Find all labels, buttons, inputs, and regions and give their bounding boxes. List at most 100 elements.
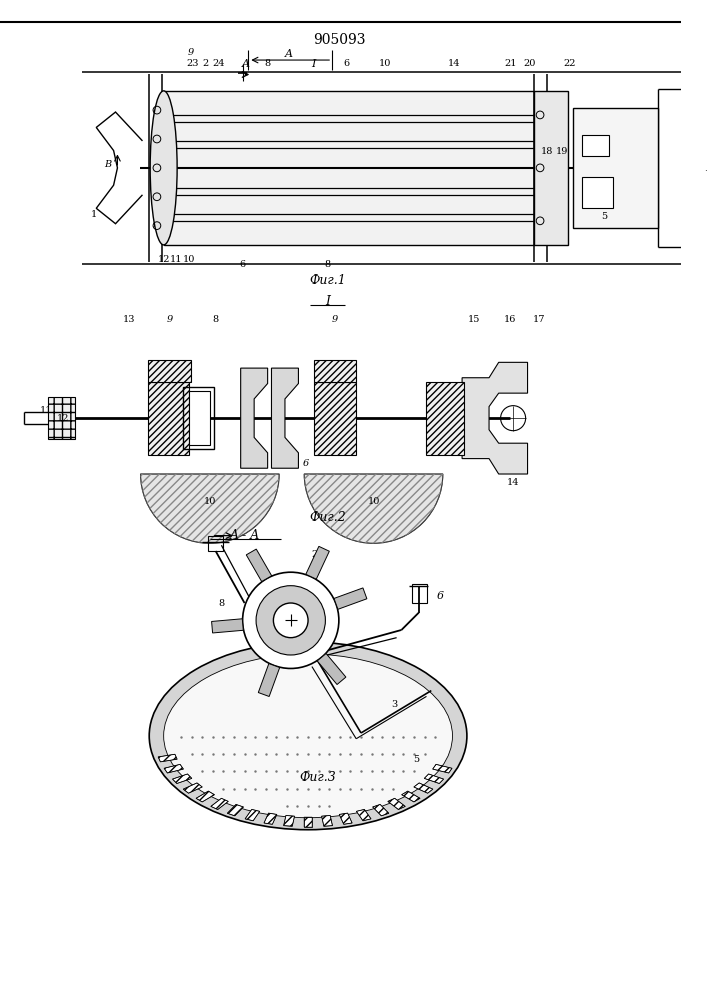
Polygon shape <box>211 619 243 633</box>
Text: 15: 15 <box>467 315 480 324</box>
Polygon shape <box>462 362 527 474</box>
Polygon shape <box>424 774 443 784</box>
Text: 10: 10 <box>182 255 195 264</box>
Text: 23: 23 <box>186 59 199 68</box>
Polygon shape <box>414 783 433 793</box>
Text: 8: 8 <box>218 599 225 608</box>
Polygon shape <box>317 653 346 685</box>
Polygon shape <box>158 754 177 762</box>
Text: 18: 18 <box>541 147 553 156</box>
Bar <box>534 91 568 245</box>
Text: 14: 14 <box>448 59 461 68</box>
Text: B: B <box>706 163 707 173</box>
Circle shape <box>274 603 308 638</box>
Polygon shape <box>258 664 280 696</box>
Text: 22: 22 <box>563 59 576 68</box>
Text: 6: 6 <box>240 260 245 269</box>
Text: 10: 10 <box>204 497 216 506</box>
Polygon shape <box>246 549 271 582</box>
Polygon shape <box>388 798 405 810</box>
Bar <box>148 360 191 382</box>
Ellipse shape <box>150 91 177 245</box>
Polygon shape <box>271 368 298 468</box>
Text: 8: 8 <box>213 315 218 324</box>
Bar <box>189 391 210 445</box>
Text: 19: 19 <box>556 147 568 156</box>
Text: 16: 16 <box>504 315 516 324</box>
Text: 12: 12 <box>158 255 170 264</box>
Text: 21: 21 <box>504 59 517 68</box>
Text: 8: 8 <box>325 260 330 269</box>
Text: 6: 6 <box>344 59 350 68</box>
Polygon shape <box>227 804 243 816</box>
Polygon shape <box>284 815 295 826</box>
Text: A - A: A - A <box>230 529 261 542</box>
Polygon shape <box>339 813 352 824</box>
Text: 11: 11 <box>170 255 182 264</box>
Text: 2: 2 <box>202 59 208 68</box>
Text: I: I <box>310 59 315 69</box>
Bar <box>148 382 189 455</box>
Bar <box>163 91 534 245</box>
Text: 5: 5 <box>413 755 419 764</box>
Polygon shape <box>322 815 332 826</box>
Text: 24: 24 <box>212 59 225 68</box>
Bar <box>583 177 613 208</box>
Polygon shape <box>373 804 389 816</box>
Ellipse shape <box>163 654 452 818</box>
Text: B: B <box>104 160 112 169</box>
Text: 9: 9 <box>166 315 173 324</box>
Bar <box>208 536 223 551</box>
Circle shape <box>256 586 325 655</box>
Text: 12: 12 <box>57 414 69 423</box>
Bar <box>314 360 356 382</box>
Text: 3: 3 <box>392 700 398 709</box>
Polygon shape <box>245 809 259 821</box>
Text: 8: 8 <box>264 59 271 68</box>
Text: I: I <box>325 295 329 308</box>
Circle shape <box>243 572 339 668</box>
Text: 13: 13 <box>123 315 135 324</box>
Polygon shape <box>402 791 420 802</box>
Polygon shape <box>164 764 183 773</box>
Wedge shape <box>304 474 443 543</box>
Polygon shape <box>433 764 452 773</box>
Text: 10: 10 <box>368 497 380 506</box>
Text: 10: 10 <box>379 59 391 68</box>
Polygon shape <box>264 813 277 824</box>
Polygon shape <box>211 798 228 810</box>
Polygon shape <box>356 809 371 821</box>
Text: 905093: 905093 <box>314 33 366 47</box>
Text: 14: 14 <box>507 478 520 487</box>
Bar <box>583 135 609 156</box>
Text: 5: 5 <box>602 212 607 221</box>
Text: 1: 1 <box>91 210 98 219</box>
Text: 17: 17 <box>533 315 545 324</box>
Text: 6: 6 <box>303 459 309 468</box>
Text: 11: 11 <box>40 406 52 415</box>
Text: 23: 23 <box>312 550 324 559</box>
Polygon shape <box>240 368 268 468</box>
Bar <box>48 397 75 439</box>
Bar <box>573 108 658 228</box>
Text: Фиг.1: Фиг.1 <box>309 274 346 287</box>
Text: Фиг.2: Фиг.2 <box>309 511 346 524</box>
Polygon shape <box>173 774 192 784</box>
Wedge shape <box>141 474 279 543</box>
Text: 9: 9 <box>187 48 194 57</box>
Ellipse shape <box>149 642 467 830</box>
Text: 6: 6 <box>436 591 443 601</box>
Text: B: B <box>588 187 595 196</box>
Text: Фиг.3: Фиг.3 <box>299 771 336 784</box>
Bar <box>314 382 356 455</box>
Text: A: A <box>285 49 293 59</box>
Bar <box>183 387 214 449</box>
Polygon shape <box>196 791 214 802</box>
Polygon shape <box>304 817 312 827</box>
Polygon shape <box>334 588 367 609</box>
Text: 9: 9 <box>332 315 338 324</box>
Text: A: A <box>242 59 250 69</box>
Bar <box>412 584 428 603</box>
Bar <box>426 382 464 455</box>
Text: 20: 20 <box>523 59 536 68</box>
